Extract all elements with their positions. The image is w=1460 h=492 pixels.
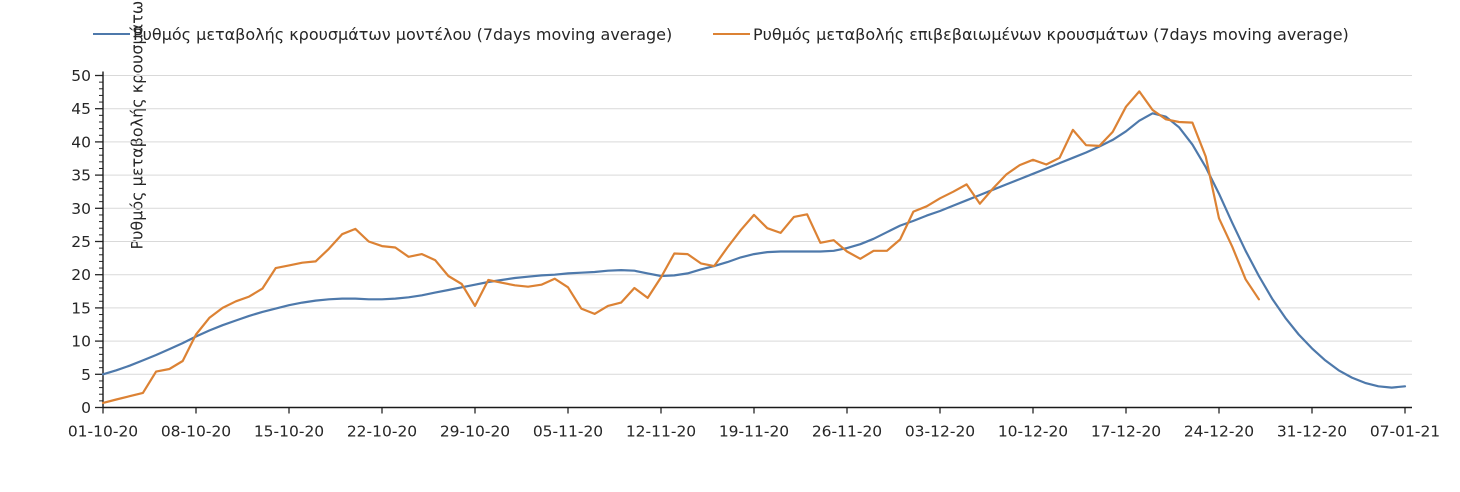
x-tick-label: 12-11-20 [626, 423, 696, 441]
y-tick-label: 50 [71, 67, 91, 85]
y-tick-label: 25 [71, 233, 91, 251]
y-tick-label: 20 [71, 266, 91, 284]
y-tick-label: 40 [71, 133, 91, 151]
confirmed-series-line [101, 90, 1261, 404]
legend-label-model: Ρυθμός μεταβολής κρουσμάτων μοντέλου (7d… [133, 24, 673, 44]
legend-item-confirmed: Ρυθμός μεταβολής επιβεβαιωμένων κρουσμάτ… [713, 22, 1349, 46]
x-tick-label: 07-01-21 [1370, 423, 1440, 441]
legend-item-model: Ρυθμός μεταβολής κρουσμάτων μοντέλου (7d… [93, 22, 672, 46]
y-tick-label: 10 [71, 333, 91, 351]
x-tick-label: 05-11-20 [533, 423, 603, 441]
x-tick-label: 17-12-20 [1091, 423, 1161, 441]
x-tick-label: 19-11-20 [719, 423, 789, 441]
x-tick-label: 22-10-20 [347, 423, 417, 441]
y-tick-label: 45 [71, 100, 91, 118]
x-tick-label: 15-10-20 [254, 423, 324, 441]
y-tick-label: 15 [71, 299, 91, 317]
x-tick-label: 01-10-20 [68, 423, 138, 441]
y-tick-label: 30 [71, 200, 91, 218]
x-tick-label: 24-12-20 [1184, 423, 1254, 441]
x-tick-label: 29-10-20 [440, 423, 510, 441]
y-tick-label: 5 [81, 366, 91, 384]
x-tick-label: 26-11-20 [812, 423, 882, 441]
x-tick-label: 10-12-20 [998, 423, 1068, 441]
legend-line-swatch-orange-icon [713, 32, 750, 36]
legend-label-confirmed: Ρυθμός μεταβολής επιβεβαιωμένων κρουσμάτ… [753, 24, 1349, 44]
y-tick-label: 35 [71, 167, 91, 185]
y-tick-label: 0 [81, 399, 91, 417]
x-tick-label: 03-12-20 [905, 423, 975, 441]
x-tick-label: 31-12-20 [1277, 423, 1347, 441]
chart-legend: Ρυθμός μεταβολής κρουσμάτων μοντέλου (7d… [0, 22, 1460, 46]
model-series-line [101, 112, 1407, 389]
x-tick-label: 08-10-20 [161, 423, 231, 441]
legend-line-swatch-blue-icon [93, 32, 130, 36]
